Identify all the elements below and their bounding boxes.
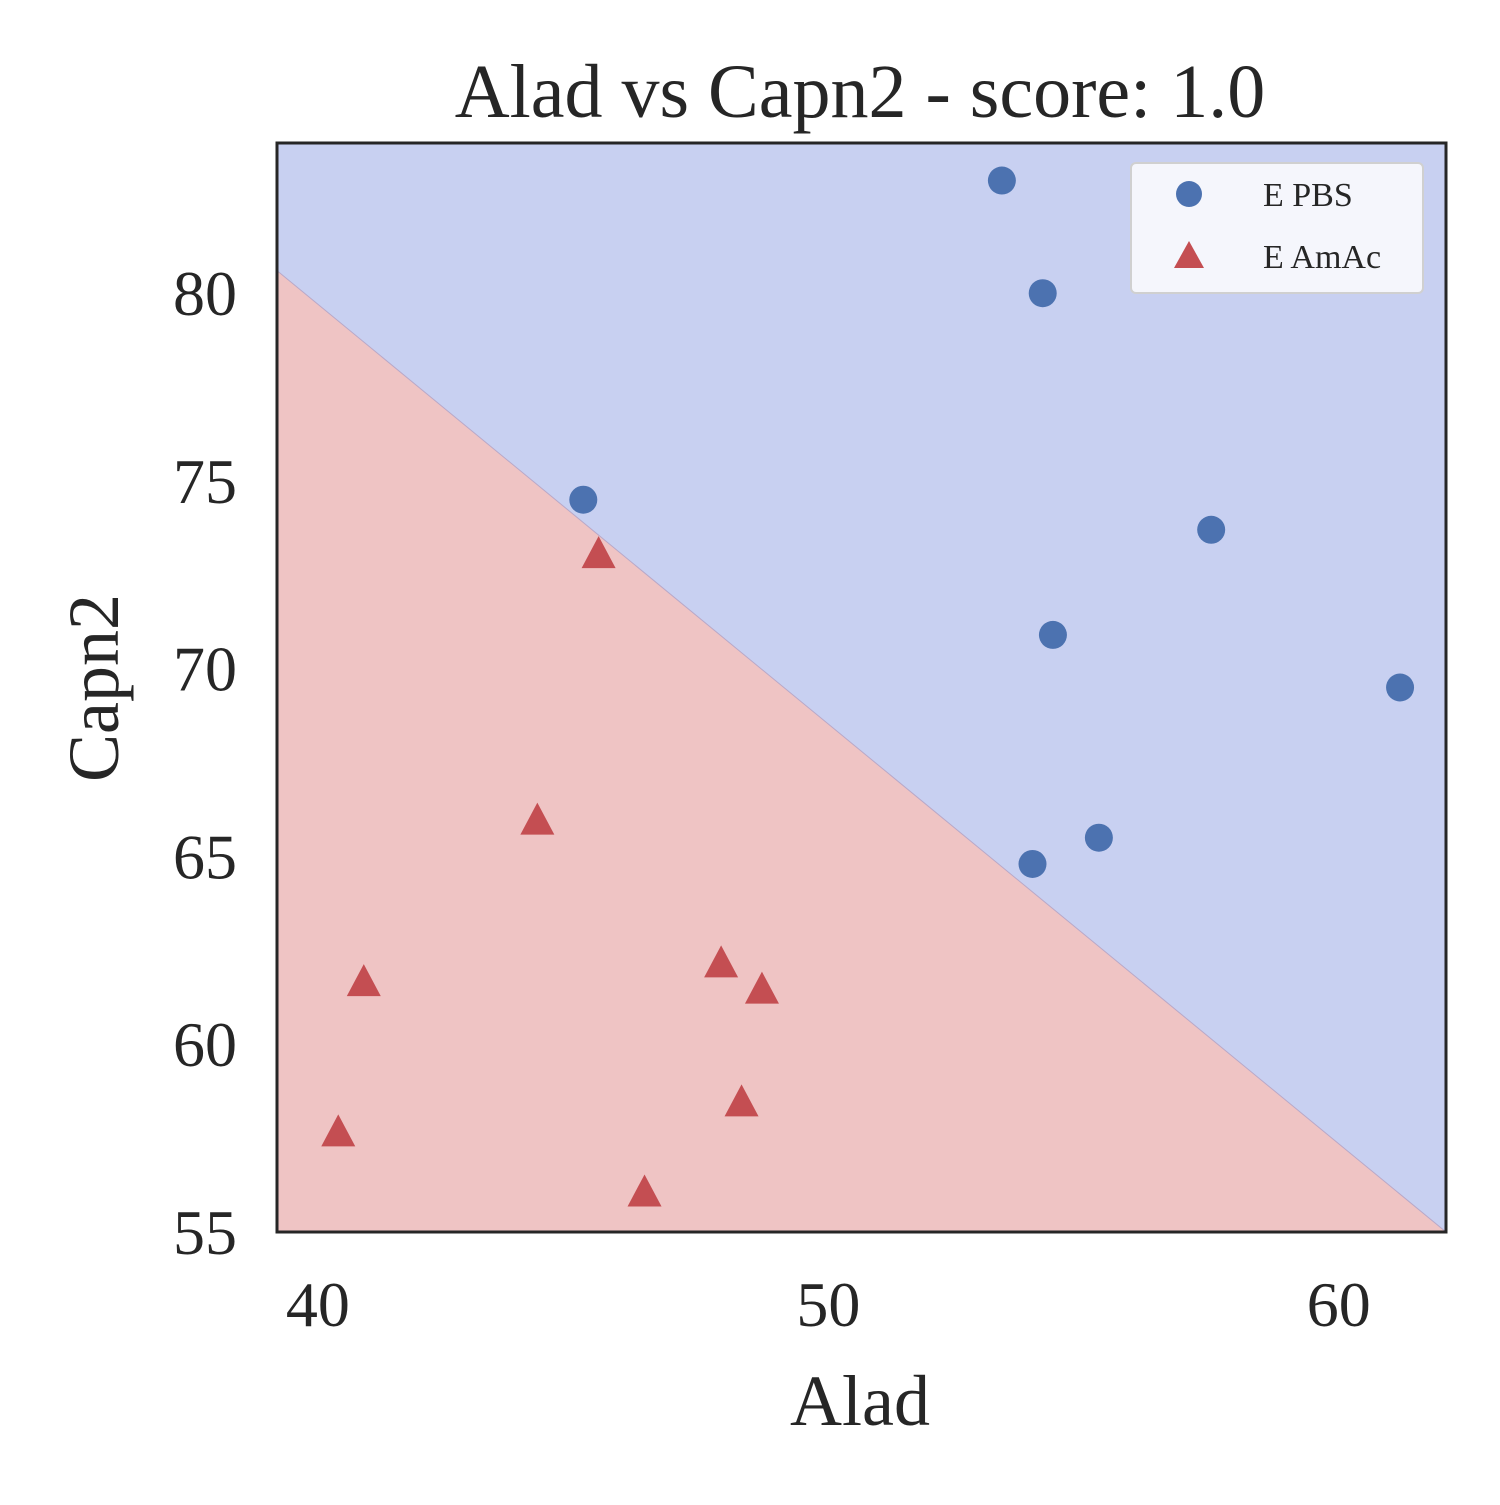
data-points-layer [321,166,1415,1207]
data-point-e-amac [704,945,739,978]
legend-marker-triangle [1174,241,1204,268]
y-tick-labels: 55 60 65 70 75 80 [173,258,237,1268]
legend-label-e-amac: E AmAc [1263,239,1381,276]
x-tick-label: 60 [1307,1269,1371,1340]
legend-label-e-pbs: E PBS [1263,177,1353,214]
decision-region-layer [276,143,1447,1233]
data-point-e-amac [520,802,555,835]
legend: E PBS E AmAc [1130,162,1424,294]
data-point-e-pbs [1084,823,1113,852]
data-point-e-pbs [1386,673,1415,702]
data-point-e-amac [627,1174,662,1207]
data-point-e-amac [581,536,616,569]
data-point-e-pbs [1197,515,1226,544]
legend-box [1130,162,1424,294]
data-point-e-amac [346,964,381,997]
y-tick-label: 60 [173,1009,237,1080]
data-point-e-amac [321,1114,356,1147]
x-tick-label: 40 [286,1269,350,1340]
data-point-e-pbs [1018,849,1047,878]
y-axis-label: Capn2 [54,594,134,782]
data-point-e-pbs [569,485,598,514]
chart-title: Alad vs Capn2 - score: 1.0 [455,50,1266,134]
decision-region-e-pbs [277,143,1446,1232]
y-tick-label: 75 [173,446,237,517]
legend-marker-circle [1176,181,1202,207]
data-point-e-pbs [1038,620,1067,649]
decision-boundary-line [276,270,1447,1233]
y-tick-label: 55 [173,1197,237,1268]
data-point-e-pbs [1028,279,1057,308]
y-tick-label: 65 [173,821,237,892]
plot-frame [275,141,1448,1234]
data-point-e-amac [724,1084,759,1117]
data-point-e-pbs [987,166,1016,195]
y-tick-label: 80 [173,258,237,329]
x-tick-labels: 40 50 60 [286,1269,1371,1340]
x-tick-label: 50 [796,1269,860,1340]
y-tick-label: 70 [173,634,237,705]
data-point-e-amac [744,971,779,1004]
x-axis-label: Alad [790,1361,930,1441]
